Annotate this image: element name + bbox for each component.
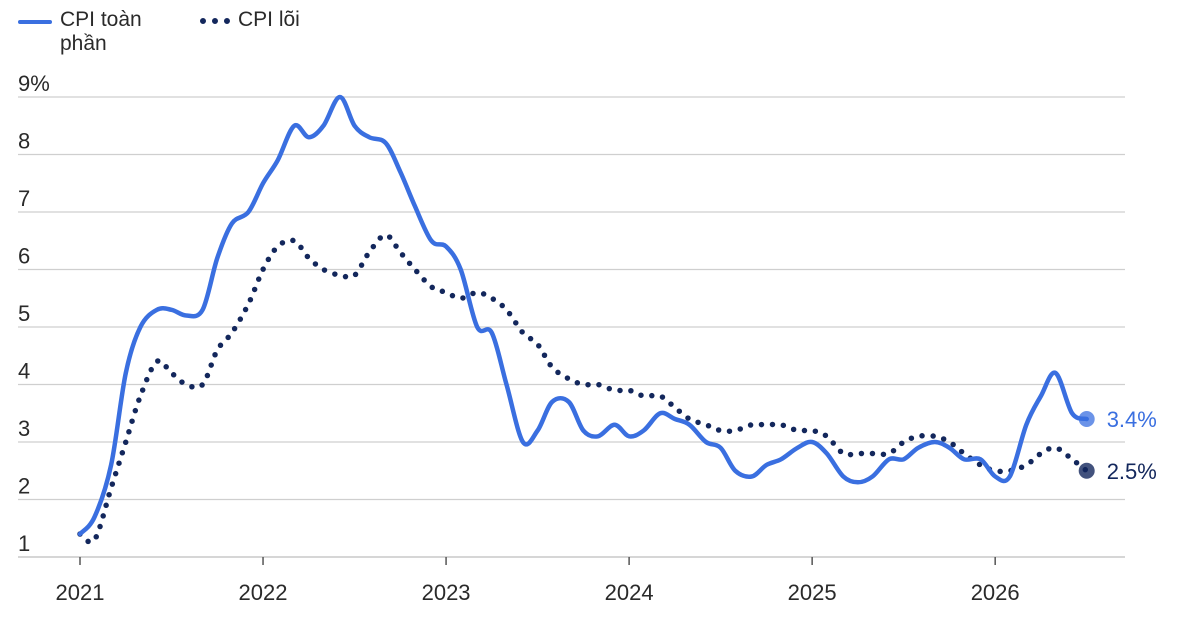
end-label-headline: 3.4% bbox=[1107, 407, 1157, 432]
y-tick-label: 4 bbox=[18, 359, 30, 384]
legend-swatch-core bbox=[200, 18, 230, 24]
y-tick-label: 3 bbox=[18, 416, 30, 441]
legend-label-headline: CPI toàn phần bbox=[60, 8, 142, 55]
y-tick-label: 1 bbox=[18, 531, 30, 556]
legend-item-core: CPI lõi bbox=[200, 8, 300, 56]
y-tick-label: 8 bbox=[18, 129, 30, 154]
grid-layer bbox=[18, 96, 1125, 501]
y-tick-label: 9% bbox=[18, 71, 50, 96]
x-tick-label: 2022 bbox=[239, 580, 288, 605]
end-label-layer: 3.4% 2.5% bbox=[1078, 407, 1157, 484]
x-tick-label: 2025 bbox=[788, 580, 837, 605]
series-line-headline bbox=[77, 94, 1089, 537]
x-tick-label: 2023 bbox=[422, 580, 471, 605]
y-tick-label: 2 bbox=[18, 474, 30, 499]
y-tick-label: 6 bbox=[18, 244, 30, 269]
end-label-core: 2.5% bbox=[1107, 459, 1157, 484]
y-tick-label: 5 bbox=[18, 301, 30, 326]
legend-item-headline: CPI toàn phần bbox=[18, 8, 170, 56]
legend-swatch-headline bbox=[18, 20, 52, 24]
x-tick-label: 2021 bbox=[56, 580, 105, 605]
x-tick-label: 2026 bbox=[971, 580, 1020, 605]
end-marker-core bbox=[1078, 462, 1095, 479]
end-marker-headline bbox=[1078, 411, 1095, 427]
chart-legend: CPI toàn phần CPI lõi bbox=[18, 8, 300, 56]
axis-layer: 9% 8 7 6 5 4 3 2 1 2021 2022 2023 2024 2025 2026 bbox=[18, 71, 1125, 605]
legend-label-core: CPI lõi bbox=[238, 8, 300, 31]
series-line-core bbox=[77, 232, 1090, 545]
x-tick-label: 2024 bbox=[605, 580, 654, 605]
series-layer bbox=[77, 94, 1090, 545]
y-tick-label: 7 bbox=[18, 186, 30, 211]
